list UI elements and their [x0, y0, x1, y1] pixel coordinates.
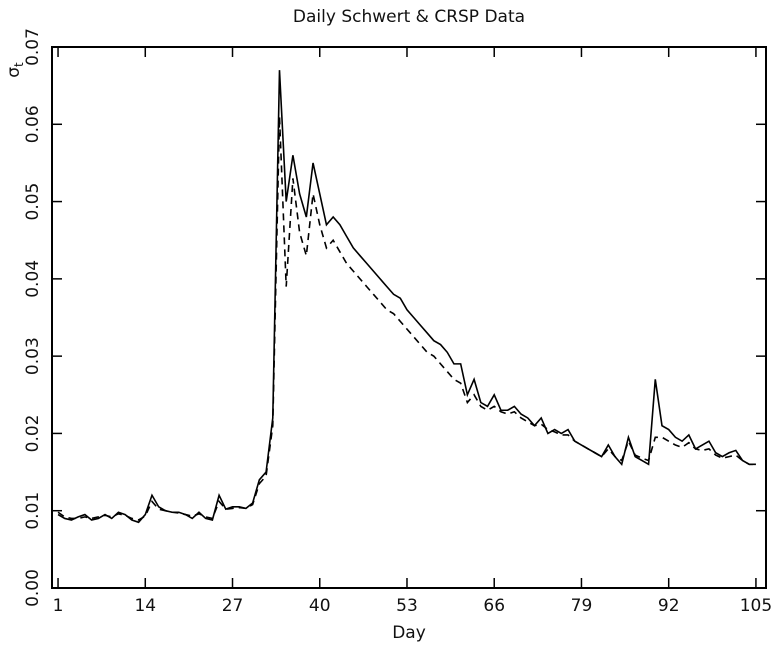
x-axis-label: Day [392, 623, 426, 643]
x-tick-label: 66 [483, 596, 505, 616]
y-tick-label: 0.07 [23, 28, 43, 66]
x-tick-label: 105 [740, 596, 772, 616]
y-tick-label: 0.00 [23, 569, 43, 607]
chart-title: Daily Schwert & CRSP Data [293, 7, 525, 27]
y-tick-label: 0.02 [23, 414, 43, 452]
x-tick-label: 14 [134, 596, 156, 616]
x-tick-label: 40 [309, 596, 331, 616]
data-line [57, 70, 756, 524]
y-tick-label: 0.05 [23, 183, 43, 221]
x-tick-label: 92 [658, 596, 680, 616]
y-tick-label: 0.01 [23, 492, 43, 530]
y-tick-label: 0.03 [23, 337, 43, 375]
x-tick-label: 79 [571, 596, 593, 616]
x-tick-label: 1 [53, 596, 64, 616]
y-axis-label: σt [4, 62, 26, 78]
y-tick-label: 0.06 [23, 105, 43, 143]
y-axis-label-subscript: t [12, 62, 26, 67]
plot-frame [51, 46, 767, 589]
x-tick-label: 27 [222, 596, 244, 616]
y-tick-label: 0.04 [23, 260, 43, 298]
x-tick-label: 53 [396, 596, 418, 616]
y-axis-label-main: σ [4, 67, 24, 78]
data-line [57, 116, 756, 521]
